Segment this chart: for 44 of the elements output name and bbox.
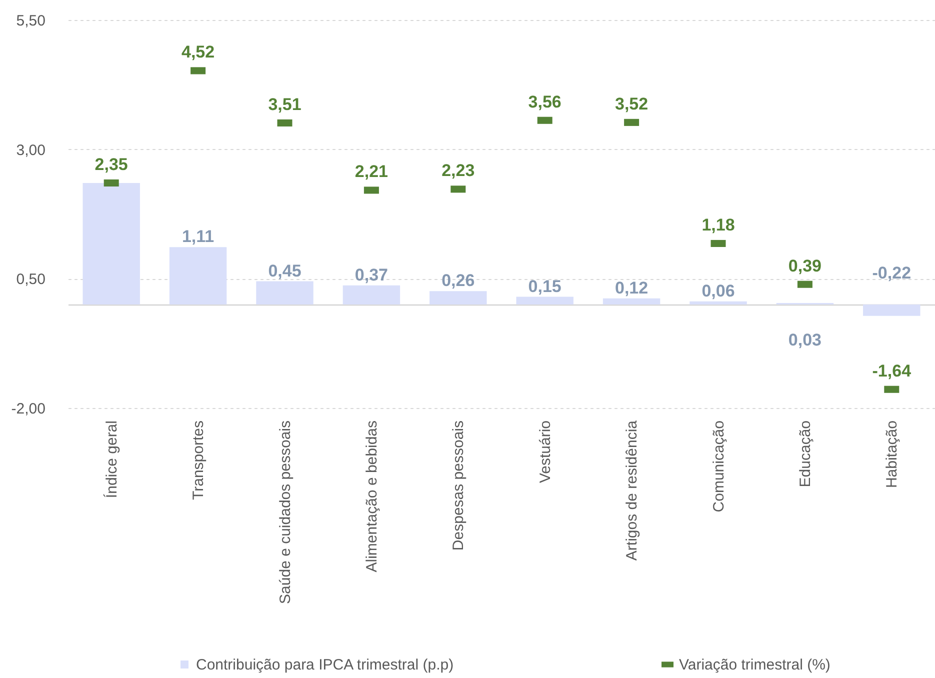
data-label: 3,51 [268,94,302,114]
data-label: 1,18 [702,215,735,234]
legend-label: Contribuição para IPCA trimestral (p.p) [196,656,454,674]
y-tick-label: 5,50 [16,12,46,30]
x-tick-label: Comunicação [710,420,728,512]
data-label: -0,22 [872,264,912,283]
legend-label: Variação trimestral (%) [679,656,830,674]
data-label: 3,56 [528,92,562,112]
y-tick-label: -2,00 [11,400,46,418]
x-tick-label: Vestuário [536,420,554,484]
data-label: 2,21 [354,162,388,182]
bar [256,281,314,305]
data-label: 0,39 [788,256,822,276]
x-tick-label: Alimentação e bebidas [363,420,380,572]
x-tick-label: Índice geral [102,420,120,498]
data-label: 1,11 [182,227,214,246]
data-label: 3,52 [615,94,648,114]
data-label: 2,35 [94,154,128,174]
x-tick-label: Despesas pessoais [450,420,468,551]
data-label: 0,03 [788,330,822,350]
x-tick-label: Transportes [190,420,208,500]
y-tick-label: 0,50 [16,271,46,288]
data-label: 2,23 [442,161,475,180]
data-label: 0,15 [528,276,562,296]
bar [516,296,574,305]
data-label: 0,45 [268,261,302,280]
data-label: 0,12 [615,278,648,298]
data-label: 0,26 [442,271,475,290]
data-label: 4,52 [182,42,215,62]
x-tick-label: Habitação [884,420,901,488]
bar [169,247,227,305]
x-tick-label: Educação [796,420,814,488]
x-tick-label: Artigos de residência [624,420,641,561]
data-label: 0,37 [354,265,388,284]
bar [430,291,487,305]
bar [690,301,747,305]
x-tick-label: Saúde e cuidados pessoais [276,420,294,604]
data-label: -1,64 [872,361,912,380]
bar [82,182,140,305]
data-label: 0,06 [702,281,735,300]
y-tick-label: 3,00 [16,142,46,159]
bar [602,298,660,305]
bar [342,285,400,305]
bar [863,304,920,316]
